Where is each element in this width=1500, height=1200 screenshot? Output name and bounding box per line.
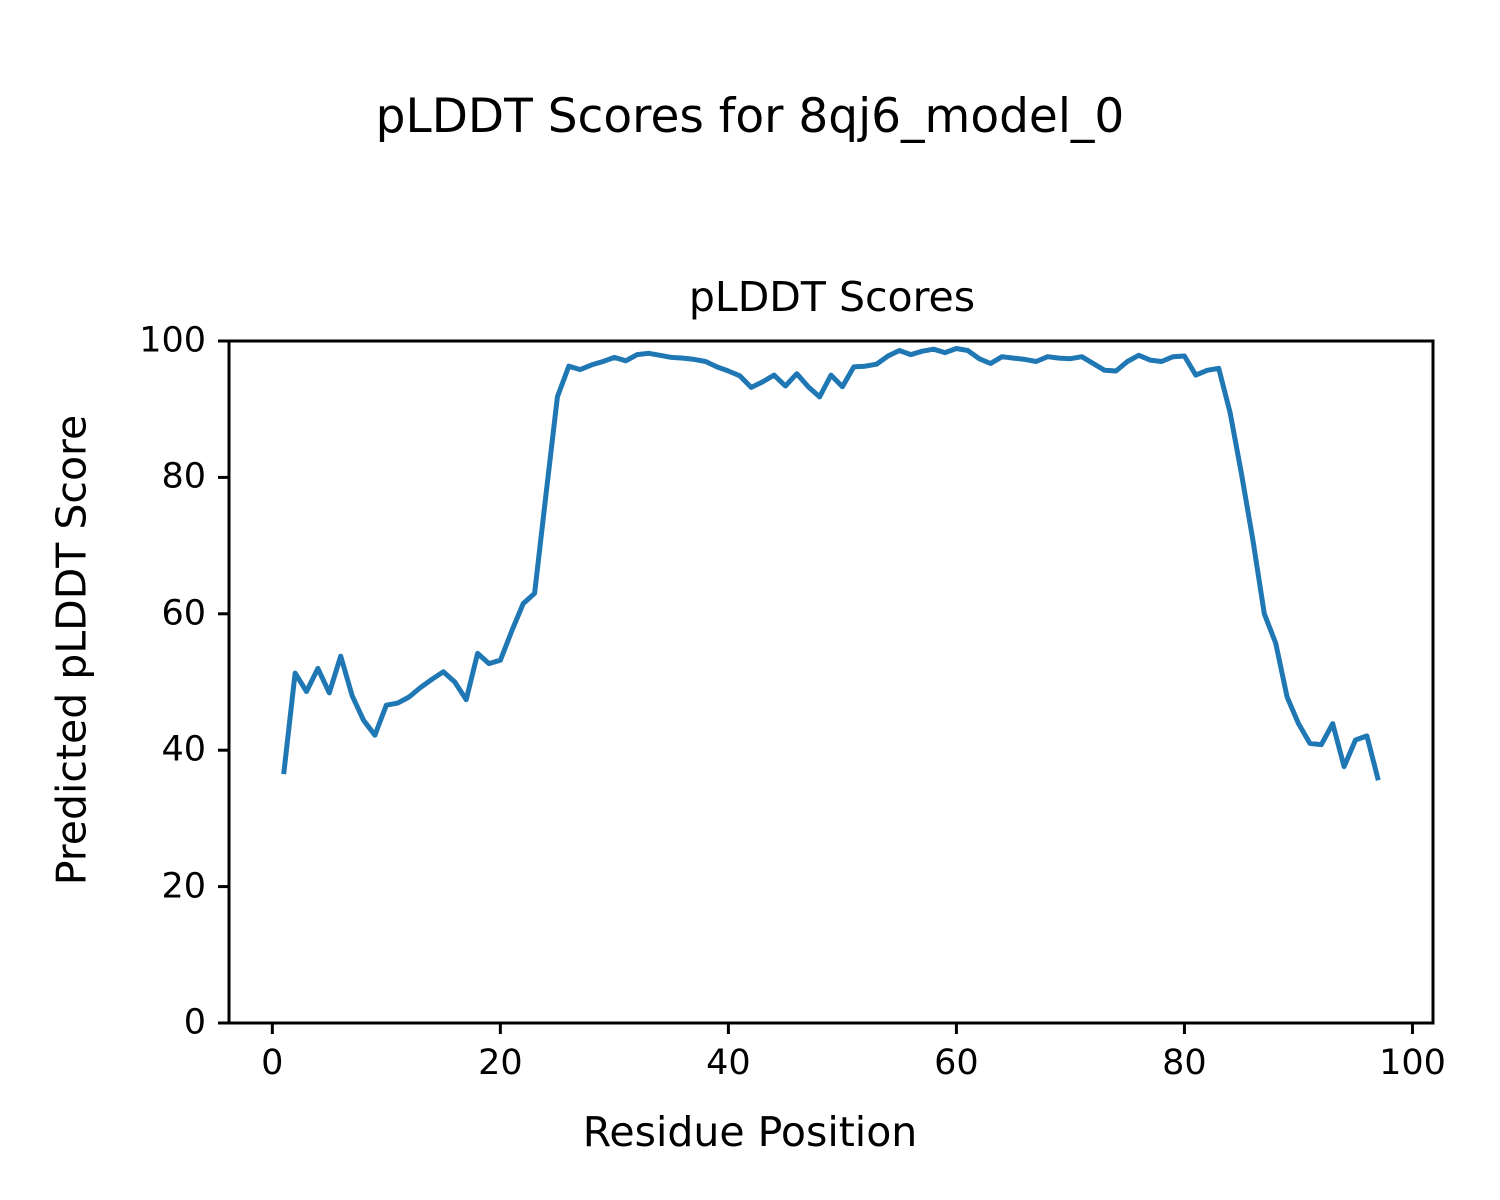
axes-title: pLDDT Scores xyxy=(688,273,976,321)
x-tick-label: 60 xyxy=(934,1043,979,1083)
figure-suptitle: pLDDT Scores for 8qj6_model_0 xyxy=(375,89,1125,144)
y-tick-label: 40 xyxy=(161,729,206,770)
x-tick-label: 80 xyxy=(1162,1043,1207,1083)
plddt-line xyxy=(281,346,1381,781)
y-tick-label: 0 xyxy=(183,1002,206,1043)
axes-frame xyxy=(227,339,1435,1025)
y-tick-label: 20 xyxy=(161,866,206,907)
x-tick-label: 40 xyxy=(706,1043,751,1083)
y-tick-label: 100 xyxy=(139,320,206,361)
y-axis-ticks xyxy=(218,339,229,1025)
x-tick-label: 20 xyxy=(478,1043,523,1083)
y-tick-label: 80 xyxy=(161,456,206,497)
x-axis-ticks xyxy=(270,1023,1414,1034)
x-tick-label: 100 xyxy=(1379,1043,1446,1083)
y-tick-label: 60 xyxy=(161,593,206,634)
x-axis-label: Residue Position xyxy=(582,1108,918,1156)
x-tick-label: 0 xyxy=(261,1043,284,1083)
